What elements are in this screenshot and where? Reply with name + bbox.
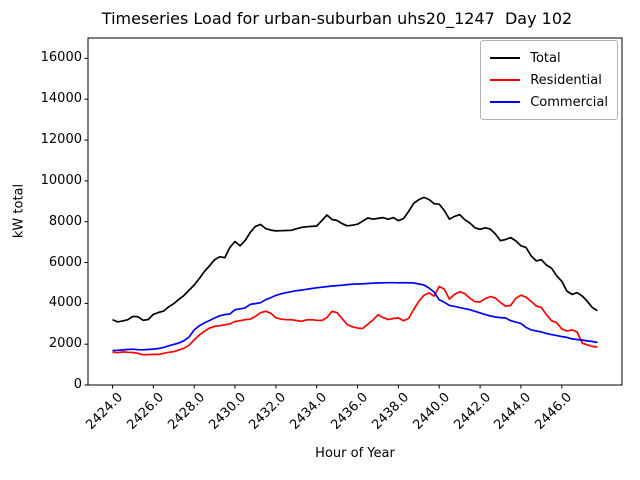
legend-line-swatch — [490, 101, 521, 103]
y-tick-label: 14000 — [40, 91, 82, 107]
y-tick-label: 16000 — [40, 50, 82, 66]
series-line-commercial — [112, 281, 598, 352]
legend-label: Commercial — [530, 94, 608, 110]
legend-line-swatch — [490, 79, 521, 81]
legend-entry-residential: Residential — [490, 69, 608, 91]
y-tick-label: 12000 — [40, 132, 82, 148]
series-line-total — [112, 196, 598, 323]
legend: Total Residential Commercial — [480, 40, 618, 120]
y-tick-label: 6000 — [48, 254, 82, 270]
x-axis-label: Hour of Year — [315, 446, 395, 461]
y-tick-label: 10000 — [40, 172, 82, 188]
legend-line-swatch — [490, 57, 521, 59]
legend-label: Total — [530, 50, 561, 66]
legend-label: Residential — [530, 72, 602, 88]
legend-entry-total: Total — [490, 47, 608, 69]
y-tick-label: 2000 — [48, 336, 82, 352]
y-axis-label: kW total — [11, 183, 27, 239]
y-tick-label: 0 — [73, 377, 82, 392]
axes-spines — [87, 37, 623, 386]
legend-entry-commercial: Commercial — [490, 91, 608, 113]
y-tick-label: 4000 — [48, 295, 82, 311]
chart-title: Timeseries Load for urban-suburban uhs20… — [101, 9, 573, 28]
series-line-residential — [112, 285, 598, 356]
y-tick-label: 8000 — [48, 213, 82, 229]
